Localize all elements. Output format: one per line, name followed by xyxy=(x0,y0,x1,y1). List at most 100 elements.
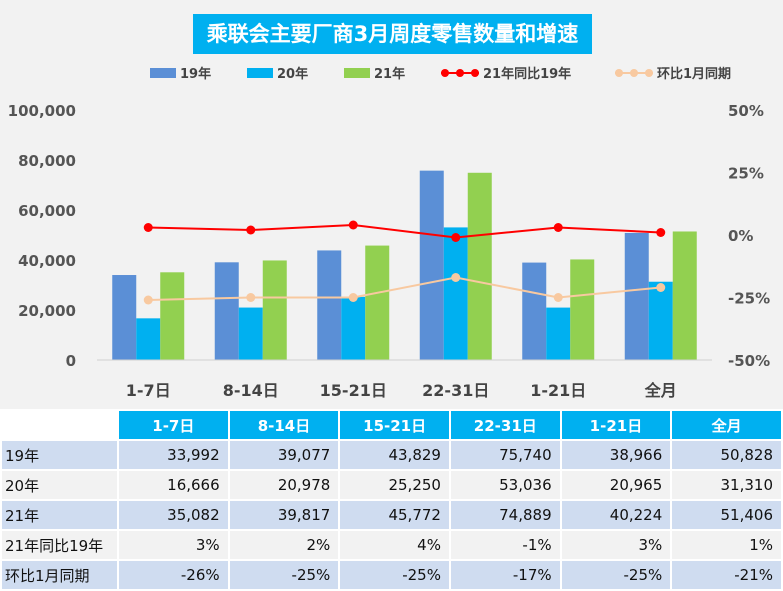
column-header: 8-14日 xyxy=(227,409,341,441)
legend-item: 21年同比19年 xyxy=(441,66,571,82)
line-point-环比1月同期-全月 xyxy=(656,283,666,292)
table-row: 19年 33,992 39,077 43,829 75,740 38,966 5… xyxy=(0,439,783,471)
y-right-tick-label: 50% xyxy=(728,102,764,120)
column-header: 1-21日 xyxy=(559,409,673,441)
y-left-tick-label: 60,000 xyxy=(18,202,76,220)
legend-label: 20年 xyxy=(277,66,308,82)
legend-label: 环比1月同期 xyxy=(657,66,731,82)
chart-svg: 0 20,000 40,000 60,000 80,000 100,000 -50% -25%… xyxy=(8,66,770,400)
table-cell: 51,406 xyxy=(670,499,783,531)
y-left-tick-label: 100,000 xyxy=(8,102,76,120)
bar-20年-15-21日 xyxy=(341,296,366,360)
column-header: 22-31日 xyxy=(448,409,562,441)
line-point-21年同比19年-22-31日 xyxy=(451,233,461,242)
table-row: 21年 35,082 39,817 45,772 74,889 40,224 5… xyxy=(0,499,783,531)
table-cell: -26% xyxy=(117,559,230,591)
bar-19年-1-21日 xyxy=(522,262,547,360)
bar-20年-8-14日 xyxy=(238,307,263,360)
table-row: 20年 16,666 20,978 25,250 53,036 20,965 3… xyxy=(0,469,783,501)
table-cell: 25,250 xyxy=(338,469,451,501)
table-cell: -25% xyxy=(227,559,341,591)
line-point-环比1月同期-22-31日 xyxy=(451,273,461,282)
table-cell: 20,965 xyxy=(559,469,673,501)
bar-19年-8-14日 xyxy=(214,262,239,360)
table-cell: 43,829 xyxy=(338,439,451,471)
legend-label: 21年同比19年 xyxy=(483,66,571,82)
line-point-21年同比19年-15-21日 xyxy=(348,220,358,230)
table-cell: 40,224 xyxy=(559,499,673,531)
row-label: 环比1月同期 xyxy=(0,559,119,591)
x-tick-label: 全月 xyxy=(644,381,677,400)
legend-marker xyxy=(645,69,653,77)
table-cell: 1% xyxy=(670,529,783,561)
legend-label: 19年 xyxy=(180,66,211,82)
y-right-tick-label: 25% xyxy=(728,165,764,183)
line-point-环比1月同期-15-21日 xyxy=(348,293,358,302)
y-left-tick-label: 0 xyxy=(66,352,76,370)
row-label: 19年 xyxy=(0,439,119,471)
y-right-tick-label: 0% xyxy=(728,227,753,245)
table-cell: 4% xyxy=(338,529,451,561)
row-label: 21年 xyxy=(0,499,119,531)
table-cell: -1% xyxy=(448,529,562,561)
chart-title: 乘联会主要厂商3月周度零售数量和增速 xyxy=(193,14,592,54)
table-header-row: 1-7日 8-14日 15-21日 22-31日 1-21日 全月 xyxy=(0,409,783,441)
x-tick-label: 1-7日 xyxy=(126,381,171,400)
table-cell: 20,978 xyxy=(227,469,341,501)
bar-21年-1-21日 xyxy=(570,259,595,360)
table-cell: 39,817 xyxy=(227,499,341,531)
bar-21年-1-7日 xyxy=(160,272,185,360)
legend-item: 21年 xyxy=(344,66,405,82)
legend-marker xyxy=(630,69,638,77)
line-point-21年同比19年-全月 xyxy=(656,228,666,237)
data-table: 1-7日 8-14日 15-21日 22-31日 1-21日 全月 19年 33… xyxy=(0,409,783,591)
y-left-tick-label: 40,000 xyxy=(18,252,76,270)
legend-item: 环比1月同期 xyxy=(615,66,731,82)
column-header: 1-7日 xyxy=(117,409,230,441)
bar-21年-全月 xyxy=(672,231,697,360)
column-header: 全月 xyxy=(670,409,783,441)
table-cell: 35,082 xyxy=(117,499,230,531)
table-cell: 33,992 xyxy=(117,439,230,471)
table-cell: -21% xyxy=(670,559,783,591)
x-tick-label: 15-21日 xyxy=(320,381,387,400)
y-left-tick-label: 80,000 xyxy=(18,152,76,170)
line-环比1月同期 xyxy=(148,276,661,301)
legend-marker xyxy=(441,69,449,77)
bar-21年-15-21日 xyxy=(365,245,390,360)
legend-marker xyxy=(471,69,479,77)
table-row: 环比1月同期 -26% -25% -25% -17% -25% -21% xyxy=(0,559,783,591)
table-cell: -25% xyxy=(338,559,451,591)
row-label: 21年同比19年 xyxy=(0,529,119,561)
legend-swatch xyxy=(247,68,273,78)
table-cell: 53,036 xyxy=(448,469,562,501)
bar-19年-15-21日 xyxy=(317,250,342,360)
bar-20年-22-31日 xyxy=(443,227,468,360)
table-cell: -25% xyxy=(559,559,673,591)
table-cell: 75,740 xyxy=(448,439,562,471)
table-row: 21年同比19年 3% 2% 4% -1% 3% 1% xyxy=(0,529,783,561)
legend-item: 20年 xyxy=(247,66,308,82)
bar-19年-1-7日 xyxy=(112,275,137,360)
bar-20年-全月 xyxy=(648,281,673,360)
line-point-环比1月同期-1-21日 xyxy=(553,293,563,302)
line-point-21年同比19年-1-7日 xyxy=(143,223,153,232)
bar-21年-8-14日 xyxy=(262,260,287,360)
y-right-tick-label: -50% xyxy=(728,352,770,370)
bar-19年-全月 xyxy=(624,232,649,360)
table-cell: 74,889 xyxy=(448,499,562,531)
row-label: 20年 xyxy=(0,469,119,501)
y-right-tick-label: -25% xyxy=(728,290,770,308)
x-tick-label: 1-21日 xyxy=(530,381,586,400)
table-corner-cell xyxy=(0,409,119,441)
legend-marker xyxy=(615,69,623,77)
legend-marker xyxy=(456,69,464,77)
line-point-环比1月同期-1-7日 xyxy=(143,295,153,305)
table-cell: 3% xyxy=(559,529,673,561)
x-tick-label: 8-14日 xyxy=(223,381,279,400)
legend-item: 19年 xyxy=(150,66,211,82)
line-point-21年同比19年-8-14日 xyxy=(246,225,256,235)
legend-swatch xyxy=(344,68,370,78)
bar-21年-22-31日 xyxy=(467,172,492,360)
table-cell: 16,666 xyxy=(117,469,230,501)
